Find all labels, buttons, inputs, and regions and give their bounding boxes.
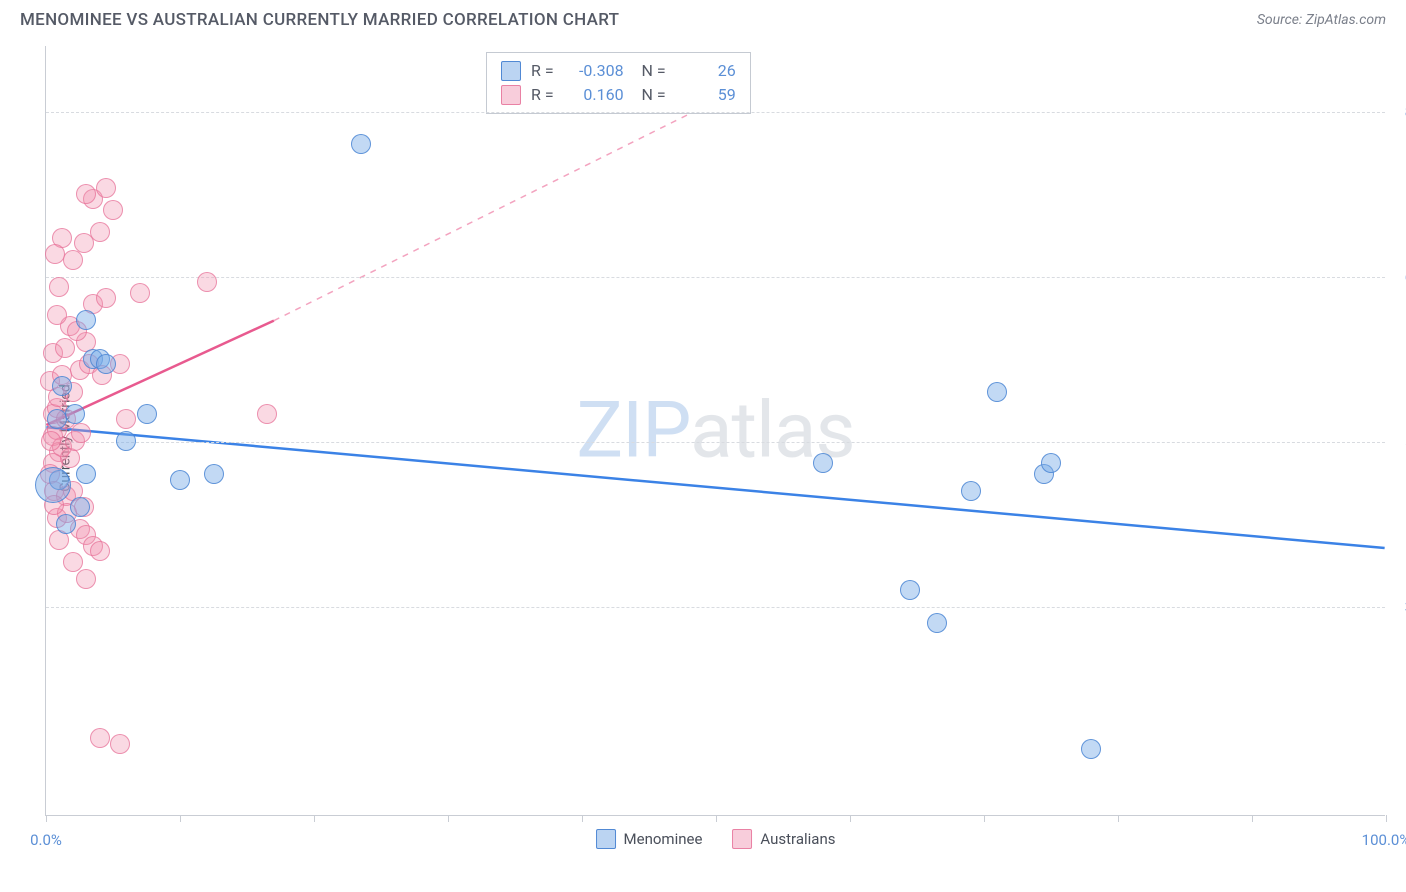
data-point [76, 184, 96, 204]
x-tick [1386, 815, 1387, 822]
swatch-australians [732, 829, 752, 849]
x-tick [1252, 815, 1253, 822]
n-value-menominee: 26 [676, 59, 736, 83]
data-point [900, 580, 920, 600]
x-tick [984, 815, 985, 822]
data-point [52, 376, 72, 396]
data-point [35, 467, 71, 503]
data-point [137, 404, 157, 424]
data-point [96, 354, 116, 374]
data-point [49, 277, 69, 297]
x-tick [46, 815, 47, 822]
swatch-australians [501, 85, 521, 105]
grid-line [46, 607, 1385, 608]
r-label: R = [531, 59, 554, 83]
r-value-australians: 0.160 [564, 83, 624, 107]
grid-line [46, 442, 1385, 443]
chart-title: MENOMINEE VS AUSTRALIAN CURRENTLY MARRIE… [20, 10, 619, 30]
data-point [1081, 739, 1101, 759]
data-point [76, 310, 96, 330]
r-label: R = [531, 83, 554, 107]
data-point [813, 453, 833, 473]
watermark-zip: ZIP [576, 385, 690, 476]
data-point [204, 464, 224, 484]
data-point [65, 404, 85, 424]
data-point [76, 464, 96, 484]
data-point [170, 470, 190, 490]
x-tick [716, 815, 717, 822]
data-point [96, 288, 116, 308]
trend-lines [46, 46, 1385, 815]
x-tick-label: 0.0% [30, 831, 62, 849]
data-point [257, 404, 277, 424]
data-point [1041, 453, 1061, 473]
grid-line [46, 277, 1385, 278]
data-point [47, 409, 67, 429]
data-point [55, 338, 75, 358]
x-tick-label: 100.0% [1362, 831, 1406, 849]
legend-item-australians: Australians [732, 829, 835, 849]
data-point [71, 423, 91, 443]
correlation-legend: R = -0.308 N = 26 R = 0.160 N = 59 [486, 52, 751, 114]
swatch-menominee [596, 829, 616, 849]
n-label: N = [634, 83, 666, 107]
x-tick [582, 815, 583, 822]
data-point [961, 481, 981, 501]
data-point [90, 728, 110, 748]
legend-item-menominee: Menominee [596, 829, 703, 849]
data-point [130, 283, 150, 303]
swatch-menominee [501, 61, 521, 81]
data-point [197, 272, 217, 292]
scatter-chart: ZIPatlas R = -0.308 N = 26 R = 0.160 N =… [45, 46, 1385, 816]
data-point [41, 431, 61, 451]
data-point [116, 431, 136, 451]
data-point [63, 552, 83, 572]
data-point [987, 382, 1007, 402]
x-tick [180, 815, 181, 822]
data-point [90, 541, 110, 561]
data-point [90, 222, 110, 242]
n-label: N = [634, 59, 666, 83]
legend-label-australians: Australians [760, 830, 835, 848]
series-legend: Menominee Australians [596, 829, 836, 849]
x-tick [1118, 815, 1119, 822]
data-point [56, 514, 76, 534]
data-point [76, 569, 96, 589]
x-tick [314, 815, 315, 822]
data-point [70, 497, 90, 517]
x-tick [850, 815, 851, 822]
data-point [103, 200, 123, 220]
data-point [45, 244, 65, 264]
n-value-australians: 59 [676, 83, 736, 107]
x-tick [448, 815, 449, 822]
data-point [351, 134, 371, 154]
grid-line [46, 112, 1385, 113]
data-point [96, 178, 116, 198]
data-point [927, 613, 947, 633]
data-point [116, 409, 136, 429]
trend-line [46, 427, 1384, 548]
data-point [110, 734, 130, 754]
legend-row-menominee: R = -0.308 N = 26 [501, 59, 736, 83]
legend-label-menominee: Menominee [624, 830, 703, 848]
trend-line [274, 101, 716, 321]
data-point [47, 305, 67, 325]
r-value-menominee: -0.308 [564, 59, 624, 83]
legend-row-australians: R = 0.160 N = 59 [501, 83, 736, 107]
source-attribution: Source: ZipAtlas.com [1257, 12, 1386, 28]
